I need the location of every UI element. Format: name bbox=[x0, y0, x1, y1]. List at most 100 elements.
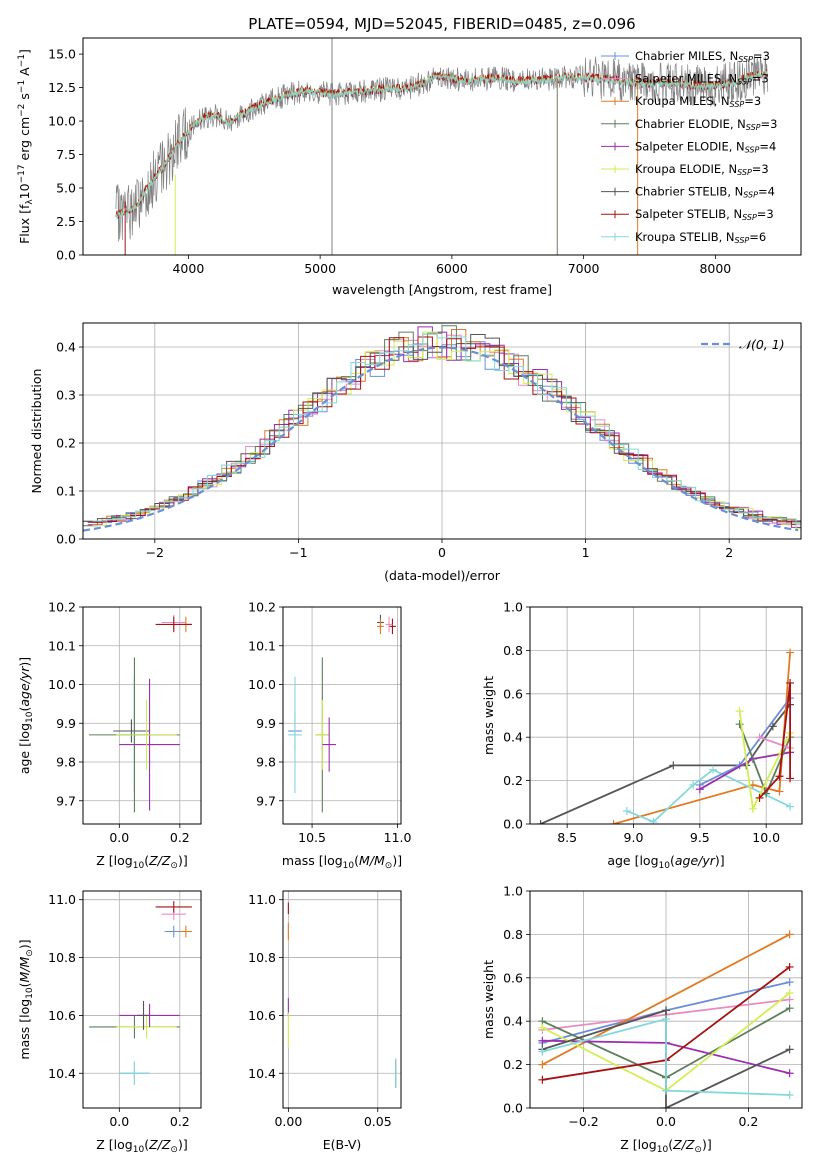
axis-label-part: Z [log bbox=[620, 1137, 656, 1152]
y-tick-label: 9.7 bbox=[256, 793, 276, 808]
errorbar-point bbox=[155, 616, 192, 633]
x-tick-label: 7000 bbox=[568, 261, 600, 276]
x-tick-label: −2 bbox=[146, 545, 164, 560]
axis-label-part: Z [log bbox=[96, 1137, 132, 1152]
legend-label: Chabrier STELIB, NSSP=4 bbox=[635, 185, 775, 200]
errorbar-point bbox=[315, 700, 330, 770]
y-tick-label: 0.3 bbox=[56, 388, 76, 403]
legend-text: =3 bbox=[761, 117, 778, 131]
errorbar-point bbox=[137, 1000, 150, 1030]
y-tick-label: 1.0 bbox=[503, 884, 523, 899]
plot-area bbox=[83, 891, 201, 1108]
axes-weight-vs-Z: −0.2 0.0 0.2 0.0 0.2 0.4 0.6 0.8 1.0 Z [log10(Z/Z… bbox=[481, 884, 803, 1155]
y-tick-label: 0.2 bbox=[503, 773, 523, 788]
x-tick-label: 6000 bbox=[436, 261, 468, 276]
errorbar-point bbox=[377, 618, 384, 635]
axis-label-part: ⊙ bbox=[385, 861, 393, 871]
weight-marker bbox=[786, 678, 795, 687]
legend-label: Kroupa ELODIE, NSSP=3 bbox=[635, 162, 769, 177]
axis-label-part: Z/Z bbox=[148, 1137, 171, 1152]
legend-sub: SSP bbox=[730, 100, 745, 109]
weight-marker bbox=[786, 774, 795, 783]
axis-label-part: 10 bbox=[25, 711, 35, 723]
errorbar-point bbox=[389, 618, 396, 635]
axes-frame bbox=[82, 322, 802, 540]
y-tick-label: 10.8 bbox=[248, 950, 276, 965]
axis-label-part: )] bbox=[178, 1137, 188, 1152]
axis-label-part: Flux [f bbox=[17, 204, 32, 244]
legend-sub: SSP bbox=[737, 78, 752, 87]
legend-text: Chabrier ELODIE, N bbox=[635, 117, 746, 131]
axes-frame bbox=[529, 890, 803, 1109]
weight-marker bbox=[669, 761, 678, 770]
y-tick-label: 0.6 bbox=[503, 970, 523, 985]
y-tick-label: 10.2 bbox=[248, 600, 276, 615]
plot-area bbox=[115, 38, 769, 255]
y-tick-label: 0.8 bbox=[503, 643, 523, 658]
legend-label: Chabrier MILES, NSSP=3 bbox=[635, 49, 770, 64]
legend-label: Chabrier ELODIE, NSSP=3 bbox=[635, 117, 777, 132]
axis-label-part: 10 bbox=[133, 1145, 145, 1155]
x-tick-label: 8000 bbox=[699, 261, 731, 276]
legend-sub: SSP bbox=[742, 213, 757, 222]
axis-label-part: E(B-V) bbox=[323, 1137, 362, 1152]
axes-weight-vs-age: 8.5 9.0 9.5 10.0 0.0 0.2 0.4 0.6 0.8 1.0 age [log1… bbox=[481, 600, 803, 871]
weight-marker bbox=[775, 787, 784, 796]
x-tick-label: 8.5 bbox=[557, 830, 577, 845]
y-tick-label: 10.4 bbox=[248, 1066, 276, 1081]
weight-marker bbox=[755, 793, 764, 802]
axis-label-part: )] bbox=[392, 853, 402, 868]
axes-frame bbox=[82, 890, 202, 1109]
errorbar-point bbox=[179, 925, 192, 938]
axis-label-part: ( bbox=[144, 853, 149, 868]
legend-sub: SSP bbox=[745, 145, 760, 154]
axis-label: mass [log10(M/M⊙)] bbox=[17, 939, 35, 1059]
x-tick-label: 0.2 bbox=[170, 1114, 190, 1129]
x-tick-label: 11.0 bbox=[384, 830, 412, 845]
legend-text: =4 bbox=[758, 185, 775, 199]
axis-label-part: 10 bbox=[343, 861, 355, 871]
axis-label-part: 10 bbox=[17, 183, 32, 199]
y-tick-label: 9.8 bbox=[256, 755, 276, 770]
y-tick-label: 0.0 bbox=[503, 817, 523, 832]
weight-marker bbox=[662, 1104, 670, 1108]
x-tick-label: 2 bbox=[725, 545, 733, 560]
errorbar-point bbox=[288, 676, 302, 793]
weight-marker bbox=[536, 820, 545, 824]
weight-marker bbox=[768, 722, 777, 731]
y-tick-label: 0.1 bbox=[56, 484, 76, 499]
axis-label-part: ( bbox=[668, 1137, 673, 1152]
weight-marker bbox=[785, 1090, 794, 1099]
axis-label-part: )] bbox=[715, 853, 725, 868]
y-axis-label: mass weight bbox=[481, 676, 496, 755]
axis-label-part: λ bbox=[25, 199, 35, 205]
legend-label: Kroupa MILES, NSSP=3 bbox=[635, 94, 761, 109]
y-tick-label: 0.4 bbox=[56, 340, 76, 355]
axis-label-part: ( bbox=[17, 707, 32, 712]
x-tick-label: 9.0 bbox=[624, 830, 644, 845]
weight-marker bbox=[538, 1060, 547, 1069]
x-tick-label: 9.5 bbox=[690, 830, 710, 845]
legend-label: Salpeter STELIB, NSSP=3 bbox=[635, 207, 774, 222]
weight-marker bbox=[748, 804, 757, 813]
errorbar-point bbox=[113, 719, 150, 743]
axis-label-part: ( bbox=[144, 1137, 149, 1152]
y-axis-label: Normed distribution bbox=[29, 369, 44, 494]
x-axis-label: wavelength [Angstrom, rest frame] bbox=[332, 282, 552, 297]
x-tick-label: 0.2 bbox=[738, 1114, 758, 1129]
weight-line bbox=[759, 736, 791, 749]
legend-sub: SSP bbox=[737, 168, 752, 177]
axes-frame bbox=[82, 37, 802, 256]
weight-marker bbox=[785, 962, 794, 971]
axis-label-part: s bbox=[17, 93, 32, 104]
axis-label: Z [log10(Z/Z⊙)] bbox=[96, 1137, 187, 1155]
weight-marker bbox=[775, 772, 784, 781]
hist-kroupa-stelib bbox=[92, 333, 801, 525]
legend-sub: SSP bbox=[743, 191, 758, 200]
weight-marker bbox=[785, 1045, 794, 1054]
weight-marker bbox=[609, 820, 618, 824]
y-tick-label: 7.5 bbox=[56, 147, 76, 162]
axes-spectrum: 4000 5000 6000 7000 8000 0.0 2.5 5.0 7.5 10.0 12.5… bbox=[17, 37, 802, 297]
axes-residuals: −2 −1 0 1 2 0.0 0.1 0.2 0.3 0.4 (data-model)/error… bbox=[29, 322, 802, 583]
